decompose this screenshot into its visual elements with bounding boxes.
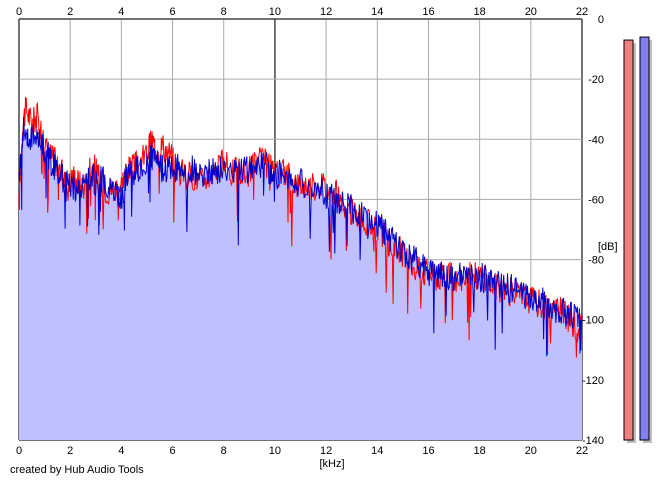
- y-tick-label: -100: [582, 315, 604, 327]
- y-tick-label: -20: [588, 74, 604, 86]
- x-axis-label: [kHz]: [319, 458, 344, 470]
- level-meter-right: [639, 36, 650, 441]
- x-tick-label-top: 10: [269, 6, 281, 18]
- x-tick-label-top: 0: [16, 6, 22, 18]
- y-axis-right: 0 -20 -40 -60 -80 -100 -120 -140: [582, 14, 604, 447]
- x-tick-label-top: 6: [169, 6, 175, 18]
- x-tick-label-bottom: 22: [576, 445, 588, 457]
- x-tick-label-bottom: 18: [474, 445, 486, 457]
- x-tick-label-bottom: 2: [67, 445, 73, 457]
- x-tick-label-top: 20: [525, 6, 537, 18]
- y-tick-label: -60: [588, 194, 604, 206]
- y-tick-label: -40: [588, 134, 604, 146]
- x-tick-label-top: 12: [320, 6, 332, 18]
- x-tick-label-bottom: 20: [525, 445, 537, 457]
- x-tick-label-top: 4: [118, 6, 124, 18]
- x-tick-label-bottom: 14: [371, 445, 383, 457]
- y-tick-label: -140: [582, 435, 604, 447]
- x-tick-label-top: 22: [576, 6, 588, 18]
- y-tick-label: 0: [598, 14, 604, 26]
- x-tick-label-bottom: 8: [221, 445, 227, 457]
- level-meter-left: [623, 39, 634, 441]
- x-tick-label-bottom: 16: [422, 445, 434, 457]
- x-tick-label-bottom: 0: [16, 445, 22, 457]
- x-tick-label-bottom: 12: [320, 445, 332, 457]
- x-tick-label-bottom: 10: [269, 445, 281, 457]
- x-tick-label-top: 2: [67, 6, 73, 18]
- x-tick-label-bottom: 4: [118, 445, 124, 457]
- footer-credit: created by Hub Audio Tools: [10, 464, 144, 476]
- x-axis-bottom: 0 2 4 6 8 10 12 14 16 18 20 22: [16, 445, 588, 457]
- x-tick-label-top: 18: [474, 6, 486, 18]
- series-lines: [18, 96, 583, 358]
- x-tick-label-bottom: 6: [169, 445, 175, 457]
- x-tick-label-top: 16: [422, 6, 434, 18]
- x-tick-label-top: 14: [371, 6, 383, 18]
- level-meters: [623, 36, 652, 444]
- y-tick-label: -80: [588, 255, 604, 267]
- spectrum-fill-area: [19, 117, 582, 440]
- x-axis-top: 0 2 4 6 8 10 12 14 16 18 20 22: [16, 6, 588, 18]
- x-tick-label-top: 8: [221, 6, 227, 18]
- y-axis-label: [dB]: [598, 241, 618, 253]
- series-line-1: [18, 117, 583, 357]
- y-tick-label: -120: [582, 375, 604, 387]
